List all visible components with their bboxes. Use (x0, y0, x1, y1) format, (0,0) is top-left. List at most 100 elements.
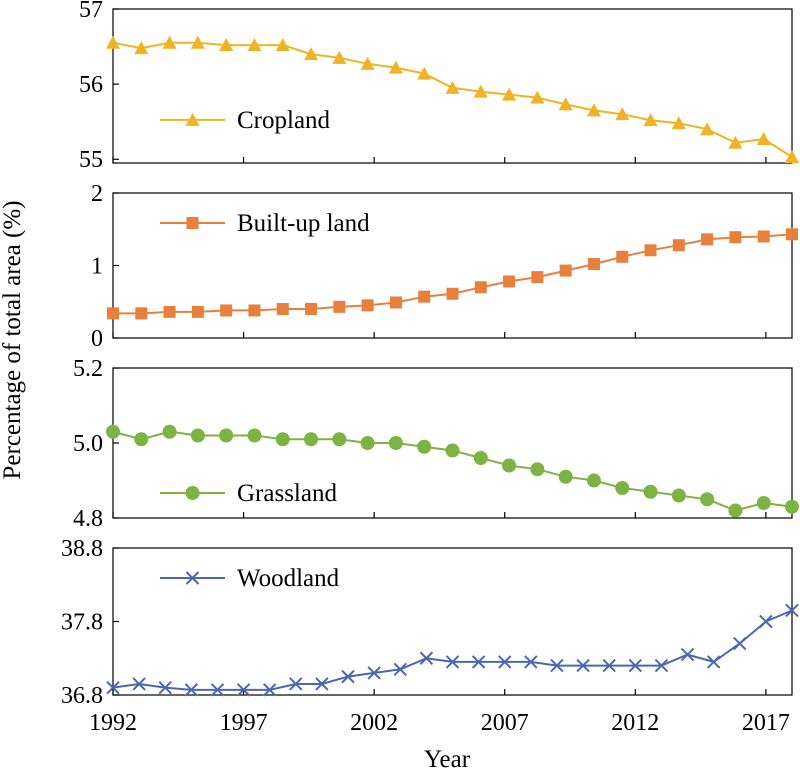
x-axis-title: Year (424, 746, 471, 773)
data-point (305, 303, 318, 315)
legend-label: Built-up land (237, 210, 370, 237)
legend: Built-up land (160, 210, 370, 237)
data-point (236, 683, 251, 697)
legend-marker (186, 217, 199, 229)
panel-woodland: 36.8 37.8 38.8 Woodland (61, 536, 799, 709)
data-point (361, 299, 374, 312)
data-point (728, 135, 743, 149)
data-point (729, 231, 742, 244)
data-point (672, 239, 685, 252)
data-point (785, 149, 799, 163)
data-point (360, 56, 375, 70)
panel-frame (112, 367, 793, 519)
data-point (417, 66, 432, 80)
panels: 55 56 57 Cropland 0 1 2 Built-up land 4.8 5.0 5.2 G… (61, 0, 799, 709)
data-point (158, 680, 172, 695)
data-point (757, 230, 770, 243)
data-point (190, 35, 205, 49)
data-point (191, 305, 204, 318)
data-point (643, 484, 658, 499)
data-point (184, 683, 199, 697)
data-point (701, 233, 714, 246)
data-point (333, 300, 346, 313)
data-point (756, 131, 771, 145)
data-point (602, 658, 616, 673)
data-point (275, 38, 290, 52)
data-point (558, 469, 573, 484)
data-point (332, 432, 347, 447)
data-point (785, 603, 799, 618)
x-tick-label: 2012 (611, 710, 659, 736)
data-point (275, 432, 290, 447)
data-point (756, 496, 771, 510)
series-line (112, 41, 793, 158)
y-tick-label: 38.8 (61, 536, 103, 562)
y-tick-label: 4.8 (73, 506, 103, 532)
data-point (586, 103, 601, 117)
data-point (550, 658, 564, 673)
data-point (558, 97, 573, 111)
x-tick-label: 1997 (220, 710, 268, 736)
panel-grassland: 4.8 5.0 5.2 Grassland (73, 356, 799, 532)
data-point (502, 458, 517, 473)
data-point (315, 677, 329, 691)
data-point (474, 281, 487, 294)
data-point (219, 428, 234, 443)
data-point (586, 473, 601, 488)
data-point (419, 651, 434, 665)
data-point (417, 439, 432, 454)
data-point (210, 683, 225, 697)
series-line (113, 233, 793, 315)
y-tick-label: 55 (79, 147, 103, 173)
data-point (135, 307, 148, 320)
panel-built-up-land: 0 1 2 Built-up land (91, 181, 798, 352)
data-point (530, 462, 545, 477)
panel-cropland: 55 56 57 Cropland (79, 0, 799, 173)
legend: Cropland (160, 107, 331, 134)
data-point (531, 271, 544, 284)
data-point (446, 287, 459, 300)
data-point (728, 503, 743, 518)
x-tick-label: 2007 (481, 710, 529, 736)
data-point (530, 90, 545, 104)
data-point (247, 428, 262, 443)
data-point (559, 264, 572, 277)
y-tick-label: 57 (79, 0, 103, 23)
data-point (524, 655, 538, 669)
data-point (445, 655, 460, 669)
y-axis-title: Percentage of total area (%) (0, 200, 26, 479)
panel-frame (112, 192, 793, 339)
legend-marker (185, 112, 200, 126)
data-point (388, 60, 403, 74)
x-axis-tick-labels: 1992 1997 2002 2007 2012 2017 (89, 710, 790, 736)
data-point (304, 432, 319, 447)
y-tick-label: 2 (91, 181, 103, 207)
data-point (671, 488, 686, 503)
data-point (700, 492, 715, 507)
data-point (220, 304, 233, 317)
legend-label: Grassland (237, 480, 337, 507)
legend-marker (185, 571, 200, 585)
data-point (615, 107, 630, 121)
data-point (671, 116, 686, 130)
series-line (112, 609, 793, 691)
data-point (134, 432, 149, 447)
legend-label: Cropland (237, 107, 331, 134)
data-point (628, 658, 643, 673)
y-tick-label: 36.8 (61, 683, 103, 709)
data-point (759, 614, 773, 629)
y-tick-label: 37.8 (61, 610, 103, 636)
data-point (733, 636, 747, 651)
data-point (576, 658, 590, 673)
data-point (616, 250, 629, 263)
data-point (262, 683, 277, 697)
data-point (341, 669, 355, 684)
legend-label: Woodland (237, 565, 340, 592)
data-point (445, 443, 460, 458)
data-point (107, 307, 119, 320)
data-point (360, 436, 375, 450)
data-point (304, 47, 319, 61)
data-point (700, 122, 715, 136)
y-tick-label: 5.0 (73, 431, 103, 457)
